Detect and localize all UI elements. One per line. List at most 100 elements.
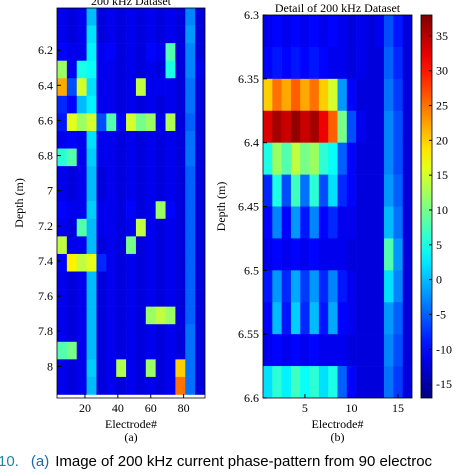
heat-cell <box>86 60 97 79</box>
heat-cell <box>263 46 273 80</box>
heat-cell <box>106 341 117 360</box>
heat-cell <box>356 110 366 143</box>
heat-cell <box>318 110 329 143</box>
heat-cell <box>272 110 282 143</box>
heat-cell <box>337 78 348 112</box>
heat-cell <box>263 174 273 207</box>
heat-cell <box>393 270 403 303</box>
x-tick-label: 10 <box>345 401 357 415</box>
heat-cell <box>165 289 176 307</box>
heat-cell <box>126 148 137 167</box>
heat-cell <box>195 8 205 26</box>
panel-label: (a) <box>124 430 137 444</box>
heat-cell <box>66 130 78 149</box>
heat-cell <box>175 166 186 184</box>
heat-cell <box>76 253 87 272</box>
heat-cell <box>86 25 97 44</box>
heat-cell <box>106 130 117 149</box>
heat-cell <box>309 238 320 271</box>
heat-cell <box>126 78 137 97</box>
heat-cell <box>76 341 87 360</box>
heat-cell <box>66 253 78 272</box>
heat-cell <box>175 25 186 44</box>
heat-cell <box>328 110 338 143</box>
heat-cell <box>155 253 166 272</box>
colorbar-tick-label: 20 <box>436 133 448 147</box>
heat-cell <box>402 206 412 239</box>
heat-cell <box>175 148 186 167</box>
heat-cell <box>337 15 348 48</box>
heat-cell <box>185 271 196 290</box>
heat-cell <box>155 8 166 26</box>
heat-cell <box>135 78 147 97</box>
heat-cell <box>96 95 107 114</box>
colorbar-tick-label: 35 <box>436 29 448 43</box>
heat-cell <box>365 270 376 303</box>
heat-cell <box>384 206 394 239</box>
heat-cell <box>145 376 156 395</box>
heat-cell <box>356 366 366 398</box>
heat-cell <box>337 206 348 239</box>
heat-cell <box>165 324 176 343</box>
heat-cell <box>96 253 107 272</box>
heat-cell <box>195 130 205 149</box>
heat-cell <box>106 166 117 184</box>
heat-cell <box>145 78 156 97</box>
heat-cell <box>135 359 147 378</box>
heat-cell <box>76 271 87 290</box>
x-tick-label: 15 <box>392 401 404 415</box>
heat-cell <box>309 302 320 335</box>
heat-cell <box>365 174 376 207</box>
heat-cell <box>57 183 68 202</box>
heat-cell <box>96 341 107 360</box>
heat-cell <box>145 95 156 114</box>
heat-cell <box>185 359 196 378</box>
heat-cell <box>116 130 127 149</box>
heat-cell <box>76 236 87 255</box>
heat-cell <box>116 253 127 272</box>
heat-cell <box>165 166 176 184</box>
heat-cell <box>66 359 78 378</box>
heat-cell <box>175 130 186 149</box>
heat-cell <box>106 253 117 272</box>
heat-cell <box>165 130 176 149</box>
heat-cell <box>384 174 394 207</box>
heat-cell <box>106 113 117 132</box>
heat-cell <box>318 270 329 303</box>
heat-cell <box>195 43 205 62</box>
heat-cell <box>185 130 196 149</box>
heat-cell <box>384 46 394 80</box>
heat-cell <box>106 43 117 62</box>
heat-cell <box>374 15 385 48</box>
heat-cell <box>384 334 394 367</box>
heat-cell <box>300 174 310 207</box>
heat-cell <box>86 148 97 167</box>
heat-cell <box>155 60 166 79</box>
heat-cell <box>328 78 338 112</box>
heat-cell <box>300 142 310 175</box>
heat-cell <box>57 148 68 167</box>
heat-cell <box>96 25 107 44</box>
heat-cell <box>393 174 403 207</box>
heat-cell <box>365 302 376 335</box>
heat-cell <box>76 25 87 44</box>
heat-cell <box>402 238 412 271</box>
y-tick-label: 6.4 <box>38 78 53 92</box>
heat-cell <box>309 15 320 48</box>
caption-text: Image of 200 kHz current phase-pattern f… <box>55 453 432 470</box>
heat-cell <box>384 78 394 112</box>
heat-cell <box>374 78 385 112</box>
heat-cell <box>96 148 107 167</box>
heat-cell <box>175 289 186 307</box>
heat-cell <box>96 130 107 149</box>
heat-cell <box>165 78 176 97</box>
heat-cell <box>175 236 186 255</box>
cells <box>263 15 412 398</box>
heat-cell <box>86 130 97 149</box>
heat-cell <box>300 206 310 239</box>
heat-cell <box>126 166 137 184</box>
heat-cell <box>106 25 117 44</box>
heat-cell <box>300 110 310 143</box>
heat-cell <box>272 334 282 367</box>
